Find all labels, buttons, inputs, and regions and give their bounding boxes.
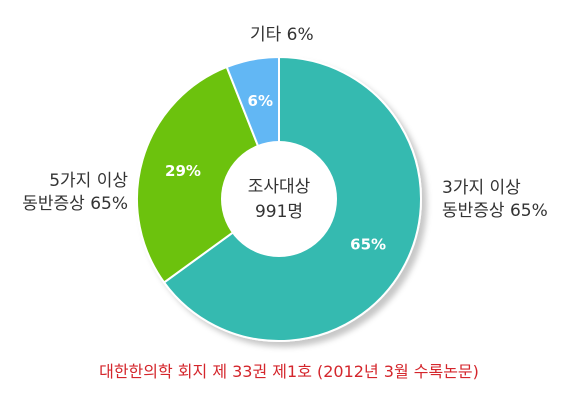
- outer-label-five-line2: 동반증상 65%: [22, 194, 128, 214]
- outer-label-three-line1: 3가지 이상: [442, 178, 521, 198]
- slice-label-three: 65%: [350, 235, 386, 253]
- outer-label-other: 기타 6%: [250, 24, 314, 47]
- source-caption: 대한한의학 회지 제 33권 제1호 (2012년 3월 수록논문): [99, 362, 479, 381]
- outer-label-five-line1: 5가지 이상: [49, 171, 128, 191]
- slice-label-five: 29%: [165, 162, 201, 180]
- outer-label-three-line2: 동반증상 65%: [442, 201, 548, 221]
- outer-label-three-or-more: 3가지 이상 동반증상 65%: [442, 177, 548, 223]
- outer-label-five-or-more: 5가지 이상 동반증상 65%: [22, 170, 128, 216]
- center-label-line2: 991명: [255, 202, 303, 222]
- donut-hole: [221, 141, 337, 257]
- slice-label-other: 6%: [248, 92, 273, 110]
- center-label-line1: 조사대상: [248, 177, 311, 197]
- outer-label-other-line1: 기타 6%: [250, 25, 314, 45]
- slice-five: [136, 65, 281, 284]
